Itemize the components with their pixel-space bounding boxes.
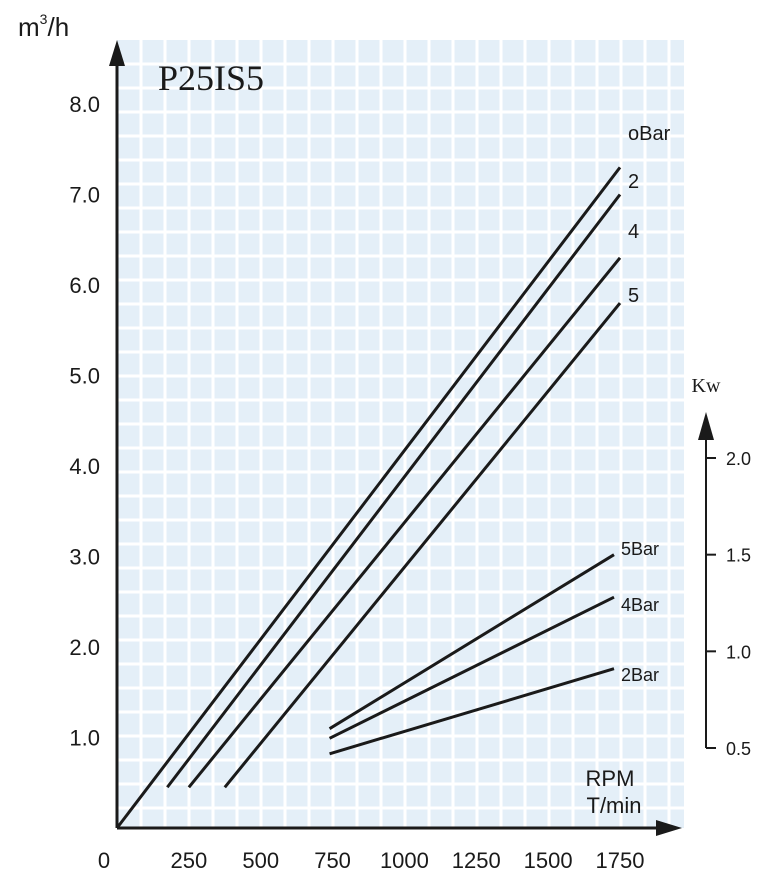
flow-line	[187, 256, 622, 789]
y2-tick-label: 0.5	[726, 739, 751, 759]
y2-axis-label: Kw	[692, 375, 721, 397]
y-tick-label: 7.0	[69, 183, 100, 208]
y-tick-label: 3.0	[69, 545, 100, 570]
flow-line	[223, 302, 622, 789]
power-line	[328, 595, 615, 740]
x-tick-label: 1500	[524, 848, 573, 873]
x-axis-arrow	[656, 820, 682, 836]
power-line	[328, 553, 615, 730]
flow-series-label: 2	[628, 171, 639, 193]
flow-series-label: 4	[628, 221, 639, 243]
plot-background	[117, 40, 684, 828]
x-tick-label: 1750	[596, 848, 645, 873]
y-axis-label: m3/h	[18, 11, 69, 42]
flow-line	[115, 166, 622, 829]
y-axis-arrow	[109, 40, 125, 66]
y-tick-label: 4.0	[69, 454, 100, 479]
y-tick-label: 5.0	[69, 364, 100, 389]
power-line	[329, 667, 615, 756]
y-tick-label: 6.0	[69, 273, 100, 298]
y2-tick-label: 1.0	[726, 642, 751, 662]
flow-lines: oBar 2 4 5	[115, 123, 671, 829]
power-series-label: 5Bar	[621, 539, 659, 559]
x-tick-label: 250	[170, 848, 207, 873]
flow-series-label: oBar	[628, 123, 671, 145]
x-axis-label-bottom: T/min	[587, 793, 642, 818]
x-tick-label: 1250	[452, 848, 501, 873]
x-tick-label: 1000	[380, 848, 429, 873]
y2-tick-label: 2.0	[726, 449, 751, 469]
power-lines: 5Bar 4Bar 2Bar	[328, 539, 659, 756]
y-axis-label-sup: 3	[40, 11, 48, 27]
flow-series-label: 5	[628, 285, 639, 307]
flow-line	[166, 193, 622, 789]
y-tick-label: 8.0	[69, 92, 100, 117]
y-axis-label-base: m	[18, 12, 40, 42]
x-axis-label-top: RPM	[586, 766, 635, 791]
chart-title: P25IS5	[158, 58, 264, 98]
y-tick-label: 1.0	[69, 726, 100, 751]
y2-axis-arrow	[698, 412, 714, 440]
power-series-label: 4Bar	[621, 595, 659, 615]
y2-tick-label: 1.5	[726, 546, 751, 566]
x-tick-label: 750	[314, 848, 351, 873]
y-tick-label: 2.0	[69, 635, 100, 660]
y-axis-label-rest: /h	[47, 12, 69, 42]
x-tick-label: 500	[242, 848, 279, 873]
power-series-label: 2Bar	[621, 665, 659, 685]
axes: 8.0 7.0 6.0 5.0 4.0 3.0 2.0 1.0 0 250 500 750 1000 12…	[69, 40, 751, 873]
x-tick-label: 0	[98, 848, 110, 873]
grid	[117, 40, 684, 828]
